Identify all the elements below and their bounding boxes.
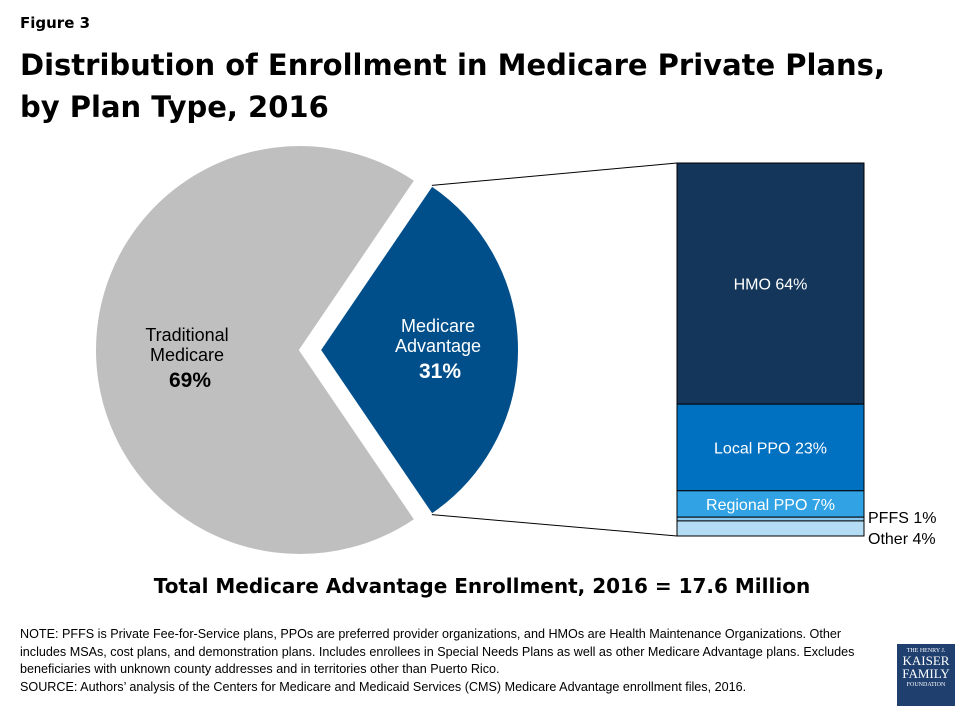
pie-value-ma: 31% — [419, 360, 461, 383]
note-text: NOTE: PFFS is Private Fee-for-Service pl… — [20, 627, 855, 676]
figure-label: Figure 3 — [20, 14, 91, 32]
connector-line-top — [431, 162, 678, 186]
total-enrollment: Total Medicare Advantage Enrollment, 201… — [153, 574, 811, 598]
pie-label-ma-line1: Medicare — [401, 316, 475, 336]
bar-label-regional-ppo: Regional PPO 7% — [706, 497, 835, 514]
kff-logo: THE HENRY J. KAISER FAMILY FOUNDATION — [897, 644, 955, 706]
chart-title: Distribution of Enrollment in Medicare P… — [20, 48, 885, 124]
bar-segment-regional-ppo — [676, 490, 865, 518]
bar-label-other: Other 4% — [868, 531, 936, 548]
bar-segment-hmo — [676, 162, 865, 405]
pie-label-traditional-line1: Traditional — [145, 325, 228, 345]
bar-label-pffs: PFFS 1% — [868, 510, 936, 527]
bar-label-hmo: HMO 64% — [734, 277, 808, 294]
footnote: NOTE: PFFS is Private Fee-for-Service pl… — [20, 626, 880, 696]
pie-of-bar-chart: HMO 64% Local PPO 23% Regional PPO 7% PFFS … — [94, 144, 936, 556]
bar-label-local-ppo: Local PPO 23% — [714, 440, 827, 457]
connector-line-bottom — [431, 514, 678, 537]
pie-slice-medicare-advantage — [318, 184, 520, 516]
bar-segment-local-ppo — [676, 403, 865, 492]
bar-segment-pffs — [676, 516, 865, 522]
pie-label-ma-line2: Advantage — [395, 336, 481, 356]
bar-segment-other — [676, 520, 865, 537]
pie-label-traditional-line2: Medicare — [150, 345, 224, 365]
pie-value-traditional: 69% — [169, 369, 211, 392]
pie-slice-traditional-medicare — [94, 144, 417, 556]
source-text: SOURCE: Authors’ analysis of the Centers… — [20, 679, 747, 694]
